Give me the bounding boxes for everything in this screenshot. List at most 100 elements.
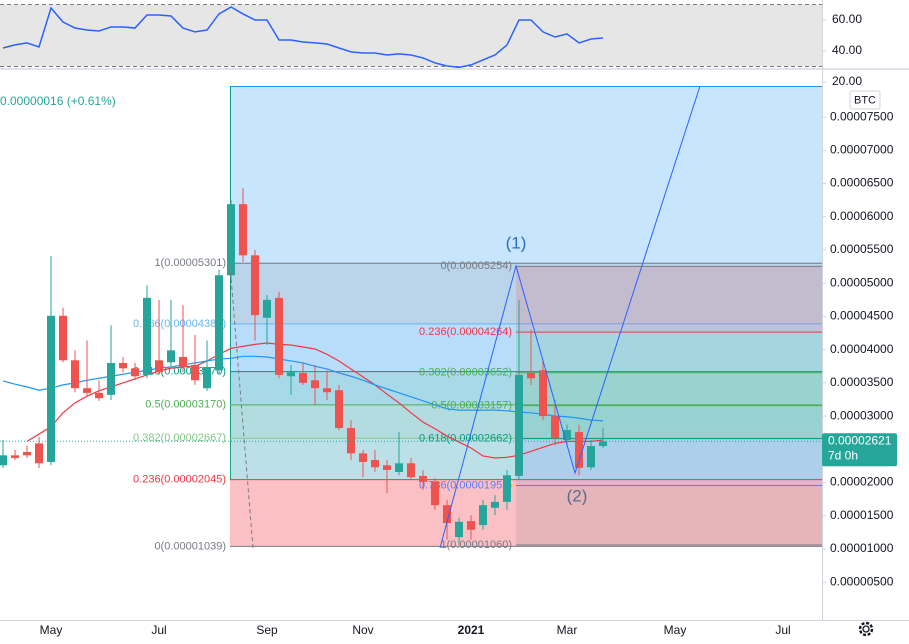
fib-band <box>230 479 822 547</box>
wave-projection <box>439 85 701 549</box>
fib-label: 0.382(0.00003652) <box>419 367 512 379</box>
rsi-pane <box>0 4 822 68</box>
candle-body <box>131 368 139 377</box>
candle-body <box>323 388 331 393</box>
x-tick-label: Sep <box>256 623 278 637</box>
fib-band <box>516 438 822 486</box>
candle-body <box>11 455 19 458</box>
candle-body <box>563 430 571 441</box>
target-zone <box>230 86 822 480</box>
candle-body <box>275 297 283 375</box>
wave-label: (2) <box>567 486 588 505</box>
candle-body <box>191 364 199 381</box>
candle-body <box>359 453 367 462</box>
candle-body <box>587 446 595 468</box>
fib-label: 0(0.00005254) <box>440 260 512 272</box>
y-tick-label: 0.00007000 <box>830 142 894 156</box>
legend-change: 0.00000016 (+0.61%) <box>0 94 116 108</box>
fib-band <box>516 266 822 333</box>
x-tick-label: Nov <box>352 623 373 637</box>
x-tick-label: Jul <box>151 623 166 637</box>
fib-label: 1(0.00005301) <box>154 257 226 269</box>
candle-body <box>71 360 79 389</box>
y-tick-label: 0.00001000 <box>830 541 894 555</box>
countdown-label: 7d 0h <box>828 448 858 462</box>
y-tick-label: 0.00005000 <box>830 275 894 289</box>
fib-label: 0.5(0.00003157) <box>431 400 512 412</box>
candle-body <box>251 255 259 316</box>
candle-body <box>311 380 319 389</box>
last-price-label: 0.00002621 <box>828 433 892 447</box>
candle-body <box>35 443 43 464</box>
fib-label: 0.786(0.00001955) <box>419 479 512 491</box>
candle-body <box>599 441 607 447</box>
trend-dashed <box>229 264 254 549</box>
candle-body <box>227 204 235 276</box>
y-tick-label: 0.00003000 <box>830 408 894 422</box>
candle-body <box>419 475 427 482</box>
price-axis-bg <box>822 70 909 644</box>
candle-body <box>95 392 103 399</box>
fib-label: 0.236(0.00002045) <box>133 473 226 485</box>
fib-band <box>230 263 822 324</box>
candle-body <box>575 432 583 468</box>
candle-body <box>539 370 547 417</box>
y-tick-label: 0.00006500 <box>830 176 894 190</box>
fib-band <box>516 405 822 439</box>
stop-zone <box>230 480 822 546</box>
candle-body <box>443 505 451 524</box>
candle-body <box>203 366 211 389</box>
rsi-tick-label: 20.00 <box>832 74 862 88</box>
fib-band <box>230 404 822 439</box>
settings-icon[interactable] <box>858 621 874 637</box>
fib-band <box>516 485 822 546</box>
candle-body <box>551 416 559 439</box>
wave-label: (1) <box>506 233 527 252</box>
candle-body <box>527 372 535 379</box>
candle-body <box>371 459 379 468</box>
main-pane: 0(0.00001039) 0.236(0.00002045) 0.382(0.00… <box>0 85 822 552</box>
y-tick-label: 0.00004500 <box>830 309 894 323</box>
currency-badge[interactable] <box>849 90 881 110</box>
y-tick-label: 0.00004000 <box>830 342 894 356</box>
x-tick-label: 2021 <box>458 623 485 637</box>
gear-hub <box>862 625 870 633</box>
y-tick-label: 0.00006000 <box>830 209 894 223</box>
candle-body <box>455 521 463 538</box>
candle-body <box>467 521 475 530</box>
gear-teeth <box>858 621 874 637</box>
candle-body <box>335 390 343 429</box>
y-tick-label: 0.00001500 <box>830 508 894 522</box>
candle-body <box>59 315 67 361</box>
candle-body <box>215 275 223 371</box>
candle-body <box>299 372 307 383</box>
x-tick-label: Jul <box>775 623 790 637</box>
candle-body <box>107 362 115 395</box>
y-tick-label: 0.00000500 <box>830 574 894 588</box>
rsi-line <box>2 6 604 68</box>
fib-band <box>516 332 822 373</box>
candle-body <box>515 374 523 476</box>
fib-label: 0.236(0.00004264) <box>419 326 512 338</box>
candle-body <box>431 481 439 506</box>
candle-body <box>167 350 175 363</box>
rsi-tick-label: 60.00 <box>832 12 862 26</box>
candle-body <box>239 204 247 256</box>
candle-body <box>383 465 391 470</box>
candle-body <box>179 356 187 367</box>
candle-body <box>347 428 355 454</box>
candle-body <box>287 372 295 377</box>
candle-body <box>0 455 7 466</box>
rsi-band <box>0 4 822 67</box>
rsi-tick-label: 40.00 <box>832 43 862 57</box>
currency-label: BTC <box>854 94 876 106</box>
fib-label: 1(0.00001060) <box>440 539 512 551</box>
y-tick-label: 0.00003500 <box>830 375 894 389</box>
candle-body <box>119 362 127 369</box>
fib-band <box>230 438 822 480</box>
candle-body <box>47 315 55 462</box>
y-tick-label: 0.00007500 <box>830 109 894 123</box>
fib-label: 0.786(0.00004388) <box>133 318 226 330</box>
